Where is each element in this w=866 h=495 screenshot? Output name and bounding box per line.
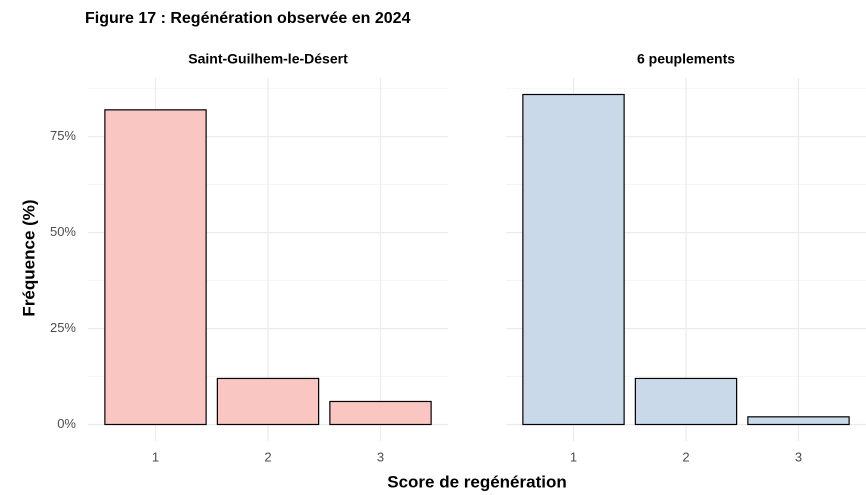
x-axis-title: Score de regénération <box>387 472 567 491</box>
x-tick-label: 1 <box>570 449 577 464</box>
bar <box>634 377 738 426</box>
bar <box>522 93 625 426</box>
x-tick-label: 3 <box>377 449 384 464</box>
x-tick-label: 2 <box>682 449 689 464</box>
x-tick-label: 3 <box>795 449 802 464</box>
bar <box>329 400 432 426</box>
bar <box>104 109 207 426</box>
y-axis-title: Fréquence (%) <box>19 199 38 316</box>
facet-title: Saint-Guilhem-le-Désert <box>188 51 348 67</box>
x-tick-label: 2 <box>264 449 271 464</box>
bar <box>747 416 850 426</box>
y-tick-label: 0% <box>57 416 76 431</box>
y-tick-label: 25% <box>50 320 76 335</box>
chart-title: Figure 17 : Regénération observée en 202… <box>85 10 411 27</box>
facet-title: 6 peuplements <box>637 51 735 67</box>
y-tick-label: 50% <box>50 224 76 239</box>
y-tick-label: 75% <box>50 128 76 143</box>
bar <box>216 377 320 426</box>
x-tick-label: 1 <box>152 449 159 464</box>
